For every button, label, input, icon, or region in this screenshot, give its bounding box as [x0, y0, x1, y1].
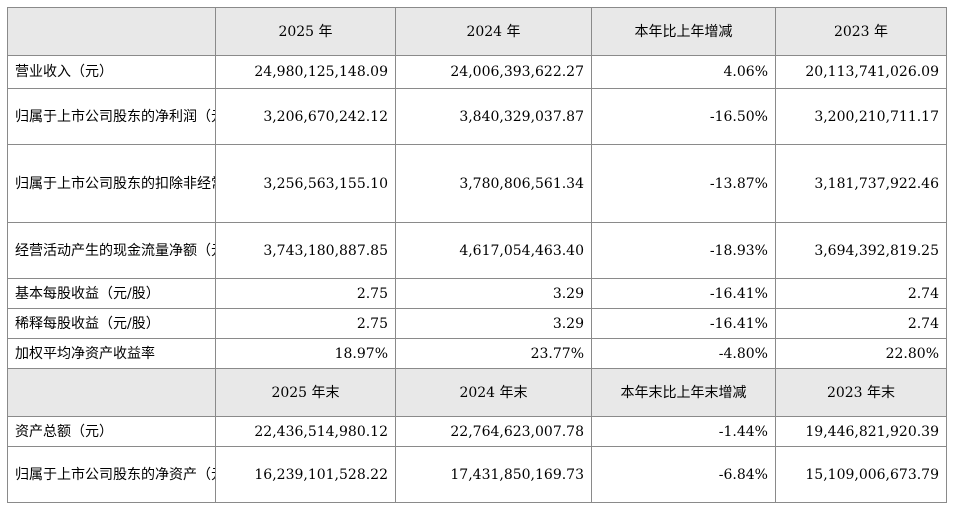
financial-summary-table: 2025 年 2024 年 本年比上年增减 2023 年 营业收入（元） 24,… — [7, 7, 947, 503]
header-cell-change-end: 本年末比上年末增减 — [591, 368, 776, 417]
row-label: 基本每股收益（元/股） — [7, 278, 216, 309]
value-2024: 17,431,850,169.73 — [395, 446, 592, 503]
value-2024: 3,840,329,037.87 — [395, 88, 592, 145]
value-2023: 2.74 — [775, 308, 947, 339]
value-2025: 2.75 — [215, 308, 396, 339]
header-cell-2025: 2025 年 — [215, 7, 396, 56]
value-2023: 15,109,006,673.79 — [775, 446, 947, 503]
value-change: -6.84% — [591, 446, 776, 503]
header-row-annual: 2025 年 2024 年 本年比上年增减 2023 年 — [7, 7, 947, 56]
header-row-year-end: 2025 年末 2024 年末 本年末比上年末增减 2023 年末 — [7, 368, 947, 417]
value-2023: 3,200,210,711.17 — [775, 88, 947, 145]
header-cell-2023-end: 2023 年末 — [775, 368, 947, 417]
value-2025: 16,239,101,528.22 — [215, 446, 396, 503]
value-2024: 3,780,806,561.34 — [395, 144, 592, 223]
header-cell-empty — [7, 368, 216, 417]
value-2025: 24,980,125,148.09 — [215, 55, 396, 89]
value-2023: 22.80% — [775, 338, 947, 369]
row-label: 归属于上市公司股东的净利润（元） — [7, 88, 216, 145]
table-row: 归属于上市公司股东的扣除非经常性损益的净利润（元） 3,256,563,155.… — [7, 144, 947, 223]
header-cell-2024-end: 2024 年末 — [395, 368, 592, 417]
value-2024: 23.77% — [395, 338, 592, 369]
value-2023: 20,113,741,026.09 — [775, 55, 947, 89]
header-cell-2025-end: 2025 年末 — [215, 368, 396, 417]
value-2024: 3.29 — [395, 278, 592, 309]
row-label: 稀释每股收益（元/股） — [7, 308, 216, 339]
header-cell-2023: 2023 年 — [775, 7, 947, 56]
value-2025: 3,743,180,887.85 — [215, 222, 396, 279]
value-change: -13.87% — [591, 144, 776, 223]
table-row: 营业收入（元） 24,980,125,148.09 24,006,393,622… — [7, 55, 947, 89]
table-row: 加权平均净资产收益率 18.97% 23.77% -4.80% 22.80% — [7, 338, 947, 369]
value-2023: 3,181,737,922.46 — [775, 144, 947, 223]
value-2025: 18.97% — [215, 338, 396, 369]
value-2025: 3,206,670,242.12 — [215, 88, 396, 145]
value-change: -16.41% — [591, 308, 776, 339]
value-2025: 2.75 — [215, 278, 396, 309]
value-change: -16.41% — [591, 278, 776, 309]
table-row: 归属于上市公司股东的净利润（元） 3,206,670,242.12 3,840,… — [7, 88, 947, 145]
value-change: -4.80% — [591, 338, 776, 369]
value-2023: 3,694,392,819.25 — [775, 222, 947, 279]
row-label: 归属于上市公司股东的扣除非经常性损益的净利润（元） — [7, 144, 216, 223]
value-2023: 2.74 — [775, 278, 947, 309]
header-cell-empty — [7, 7, 216, 56]
value-2024: 3.29 — [395, 308, 592, 339]
table-row: 资产总额（元） 22,436,514,980.12 22,764,623,007… — [7, 416, 947, 447]
value-change: -18.93% — [591, 222, 776, 279]
table-row: 经营活动产生的现金流量净额（元） 3,743,180,887.85 4,617,… — [7, 222, 947, 279]
value-change: -1.44% — [591, 416, 776, 447]
value-2024: 4,617,054,463.40 — [395, 222, 592, 279]
value-2023: 19,446,821,920.39 — [775, 416, 947, 447]
header-cell-change: 本年比上年增减 — [591, 7, 776, 56]
value-2025: 3,256,563,155.10 — [215, 144, 396, 223]
value-change: -16.50% — [591, 88, 776, 145]
row-label: 归属于上市公司股东的净资产（元） — [7, 446, 216, 503]
value-2024: 24,006,393,622.27 — [395, 55, 592, 89]
row-label: 经营活动产生的现金流量净额（元） — [7, 222, 216, 279]
value-change: 4.06% — [591, 55, 776, 89]
row-label: 资产总额（元） — [7, 416, 216, 447]
table-row: 基本每股收益（元/股） 2.75 3.29 -16.41% 2.74 — [7, 278, 947, 309]
row-label: 营业收入（元） — [7, 55, 216, 89]
table-row: 稀释每股收益（元/股） 2.75 3.29 -16.41% 2.74 — [7, 308, 947, 339]
value-2024: 22,764,623,007.78 — [395, 416, 592, 447]
header-cell-2024: 2024 年 — [395, 7, 592, 56]
value-2025: 22,436,514,980.12 — [215, 416, 396, 447]
table-row: 归属于上市公司股东的净资产（元） 16,239,101,528.22 17,43… — [7, 446, 947, 503]
row-label: 加权平均净资产收益率 — [7, 338, 216, 369]
